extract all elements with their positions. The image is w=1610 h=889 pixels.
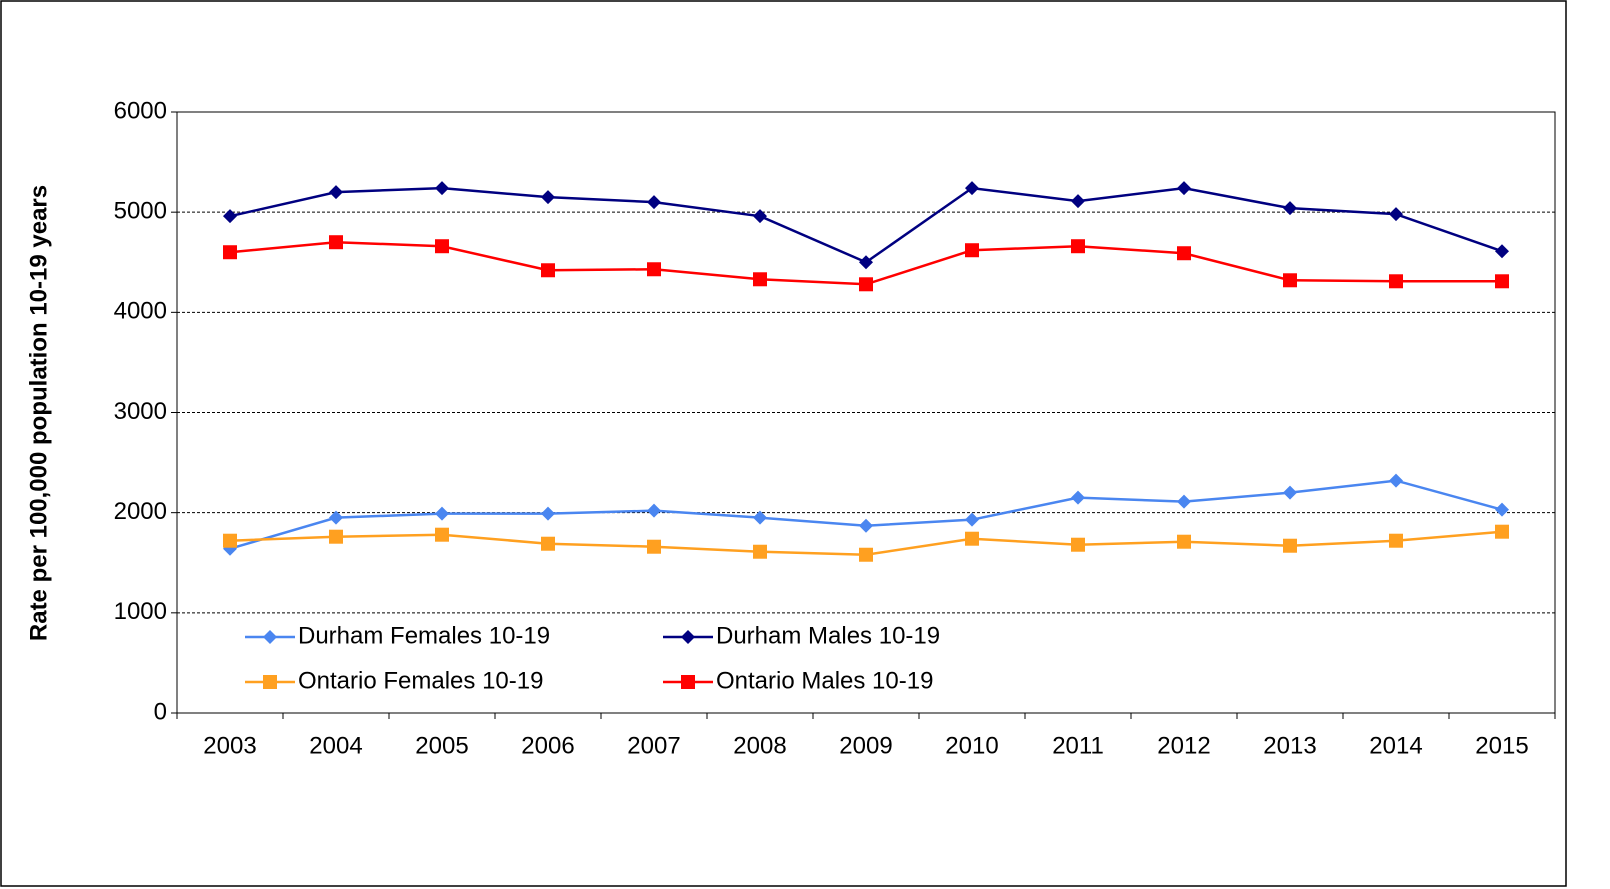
marker: [753, 272, 767, 287]
marker: [1389, 274, 1403, 289]
x-tick-label: 2014: [1369, 732, 1422, 759]
x-tick-label: 2011: [1052, 732, 1104, 759]
marker: [1495, 524, 1509, 539]
y-tick-label: 4000: [114, 298, 167, 325]
marker: [223, 533, 237, 548]
y-axis-label: Rate per 100,000 population 10-19 years: [25, 185, 52, 641]
marker: [965, 512, 979, 527]
marker: [223, 209, 237, 224]
marker: [965, 243, 979, 258]
marker: [1071, 239, 1085, 254]
x-tick-label: 2012: [1157, 732, 1210, 759]
legend-label: Ontario Females 10-19: [298, 667, 543, 694]
marker: [1071, 537, 1085, 552]
marker: [1177, 534, 1191, 549]
marker: [859, 547, 873, 562]
marker: [1389, 533, 1403, 548]
marker: [1177, 494, 1191, 509]
marker: [1071, 490, 1085, 505]
marker: [1283, 273, 1297, 288]
marker: [1495, 502, 1509, 517]
marker: [1071, 194, 1085, 209]
marker: [1283, 538, 1297, 553]
marker: [859, 255, 873, 270]
marker: [1389, 207, 1403, 222]
marker: [1283, 485, 1297, 500]
x-tick-label: 2010: [945, 732, 998, 759]
x-tick-label: 2009: [839, 732, 892, 759]
marker: [435, 239, 449, 254]
marker: [647, 195, 661, 210]
y-tick-label: 3000: [114, 398, 167, 425]
legend-marker: [681, 630, 695, 644]
marker: [1389, 473, 1403, 488]
marker: [541, 190, 555, 205]
x-tick-label: 2005: [415, 732, 468, 759]
x-tick-label: 2013: [1263, 732, 1316, 759]
marker: [1177, 246, 1191, 261]
marker: [1177, 181, 1191, 196]
x-tick-label: 2006: [521, 732, 574, 759]
marker: [435, 527, 449, 542]
marker: [435, 181, 449, 196]
x-tick-label: 2003: [203, 732, 256, 759]
marker: [859, 518, 873, 533]
legend-label: Durham Females 10-19: [298, 622, 550, 649]
marker: [541, 506, 555, 521]
marker: [647, 539, 661, 554]
marker: [541, 536, 555, 551]
marker: [753, 544, 767, 559]
marker: [965, 531, 979, 546]
x-tick-label: 2004: [309, 732, 362, 759]
marker: [329, 510, 343, 525]
y-tick-label: 1000: [114, 598, 167, 625]
marker: [435, 506, 449, 521]
legend-marker: [263, 630, 277, 644]
marker: [1283, 201, 1297, 216]
marker: [647, 503, 661, 518]
legend-marker: [681, 675, 695, 689]
legend-label: Ontario Males 10-19: [716, 667, 933, 694]
legend-label: Durham Males 10-19: [716, 622, 940, 649]
marker: [647, 262, 661, 277]
y-tick-label: 6000: [114, 97, 167, 124]
marker: [965, 181, 979, 196]
plot-area: [176, 111, 1556, 714]
x-tick-label: 2008: [733, 732, 786, 759]
marker: [1495, 274, 1509, 289]
marker: [753, 209, 767, 224]
marker: [1495, 244, 1509, 259]
x-tick-label: 2007: [627, 732, 680, 759]
marker: [541, 263, 555, 278]
y-tick-label: 2000: [114, 498, 167, 525]
marker: [859, 277, 873, 292]
legend-marker: [263, 675, 277, 689]
marker: [329, 235, 343, 250]
marker: [329, 185, 343, 200]
marker: [329, 529, 343, 544]
x-tick-label: 2015: [1475, 732, 1528, 759]
y-tick-label: 5000: [114, 198, 167, 225]
y-tick-label: 0: [154, 698, 167, 725]
marker: [223, 245, 237, 260]
marker: [753, 510, 767, 525]
